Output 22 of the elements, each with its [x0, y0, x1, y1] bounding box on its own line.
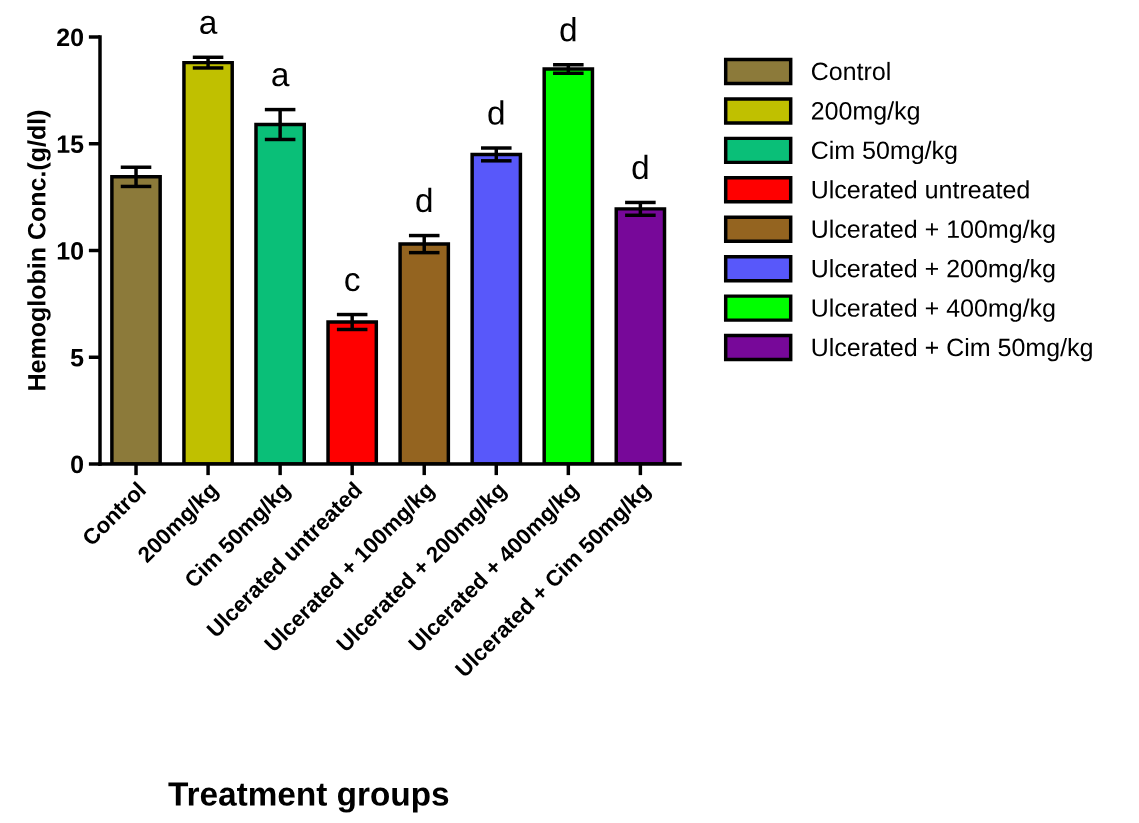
legend-label: Ulcerated + 200mg/kg: [812, 259, 1055, 283]
y-tick-label: 15: [57, 135, 84, 154]
annotation: d: [632, 154, 648, 180]
legend-label: Ulcerated + 400mg/kg: [812, 298, 1055, 322]
legend-label: Ulcerated untreated: [812, 180, 1029, 199]
annotation: d: [416, 187, 432, 213]
legend-label: Ulcerated + Cim 50mg/kg: [812, 337, 1092, 362]
y-tick-label: 5: [70, 349, 84, 367]
y-tick-label: 10: [57, 242, 84, 260]
legend-label: Cim 50mg/kg: [811, 140, 957, 165]
legend-label: Ulcerated + 100mg/kg: [812, 219, 1055, 243]
y-tick-label: 20: [57, 28, 84, 47]
annotation: a: [272, 68, 290, 87]
annotation: a: [200, 15, 218, 35]
y-tick-label: 0: [71, 455, 83, 474]
legend-label: Control: [811, 61, 890, 81]
annotation: c: [345, 273, 360, 292]
x-axis-title: Treatment groups: [168, 782, 449, 813]
legend-label: 200mg/kg: [811, 101, 919, 125]
annotation: d: [560, 17, 576, 42]
y-axis-title: Hemoglobin Conc.(g/dl): [27, 110, 51, 390]
annotation: d: [488, 100, 504, 125]
